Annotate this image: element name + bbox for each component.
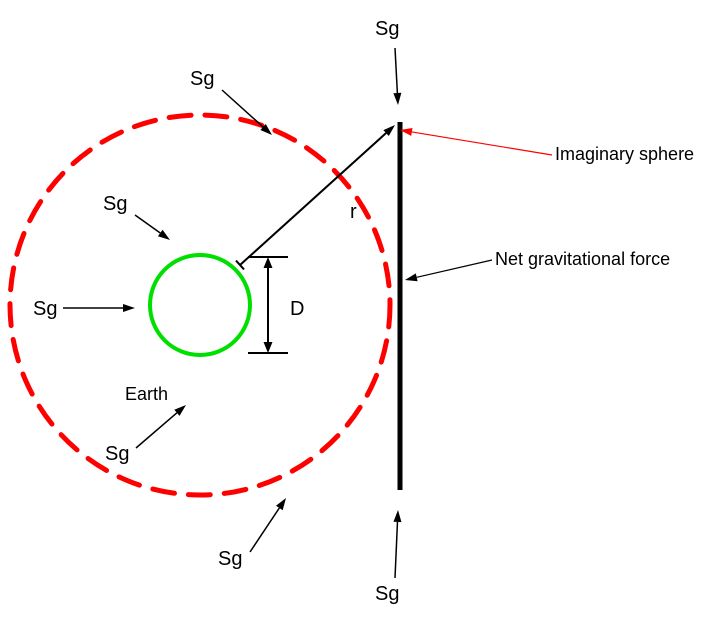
sg-label-2: Sg xyxy=(103,193,127,215)
radius-label: r xyxy=(350,201,357,223)
diameter-label: D xyxy=(290,298,304,320)
imaginary-sphere-label: Imaginary sphere xyxy=(555,144,694,164)
sg-label-4: Sg xyxy=(105,443,129,465)
net-force-label: Net gravitational force xyxy=(495,249,670,269)
sg-label-6: Sg xyxy=(375,583,399,605)
sg-label-0: Sg xyxy=(375,18,399,40)
sg-label-3: Sg xyxy=(33,298,57,320)
earth-label: Earth xyxy=(125,384,168,404)
sg-label-5: Sg xyxy=(218,548,242,570)
background xyxy=(0,0,721,618)
sg-label-1: Sg xyxy=(190,68,214,90)
